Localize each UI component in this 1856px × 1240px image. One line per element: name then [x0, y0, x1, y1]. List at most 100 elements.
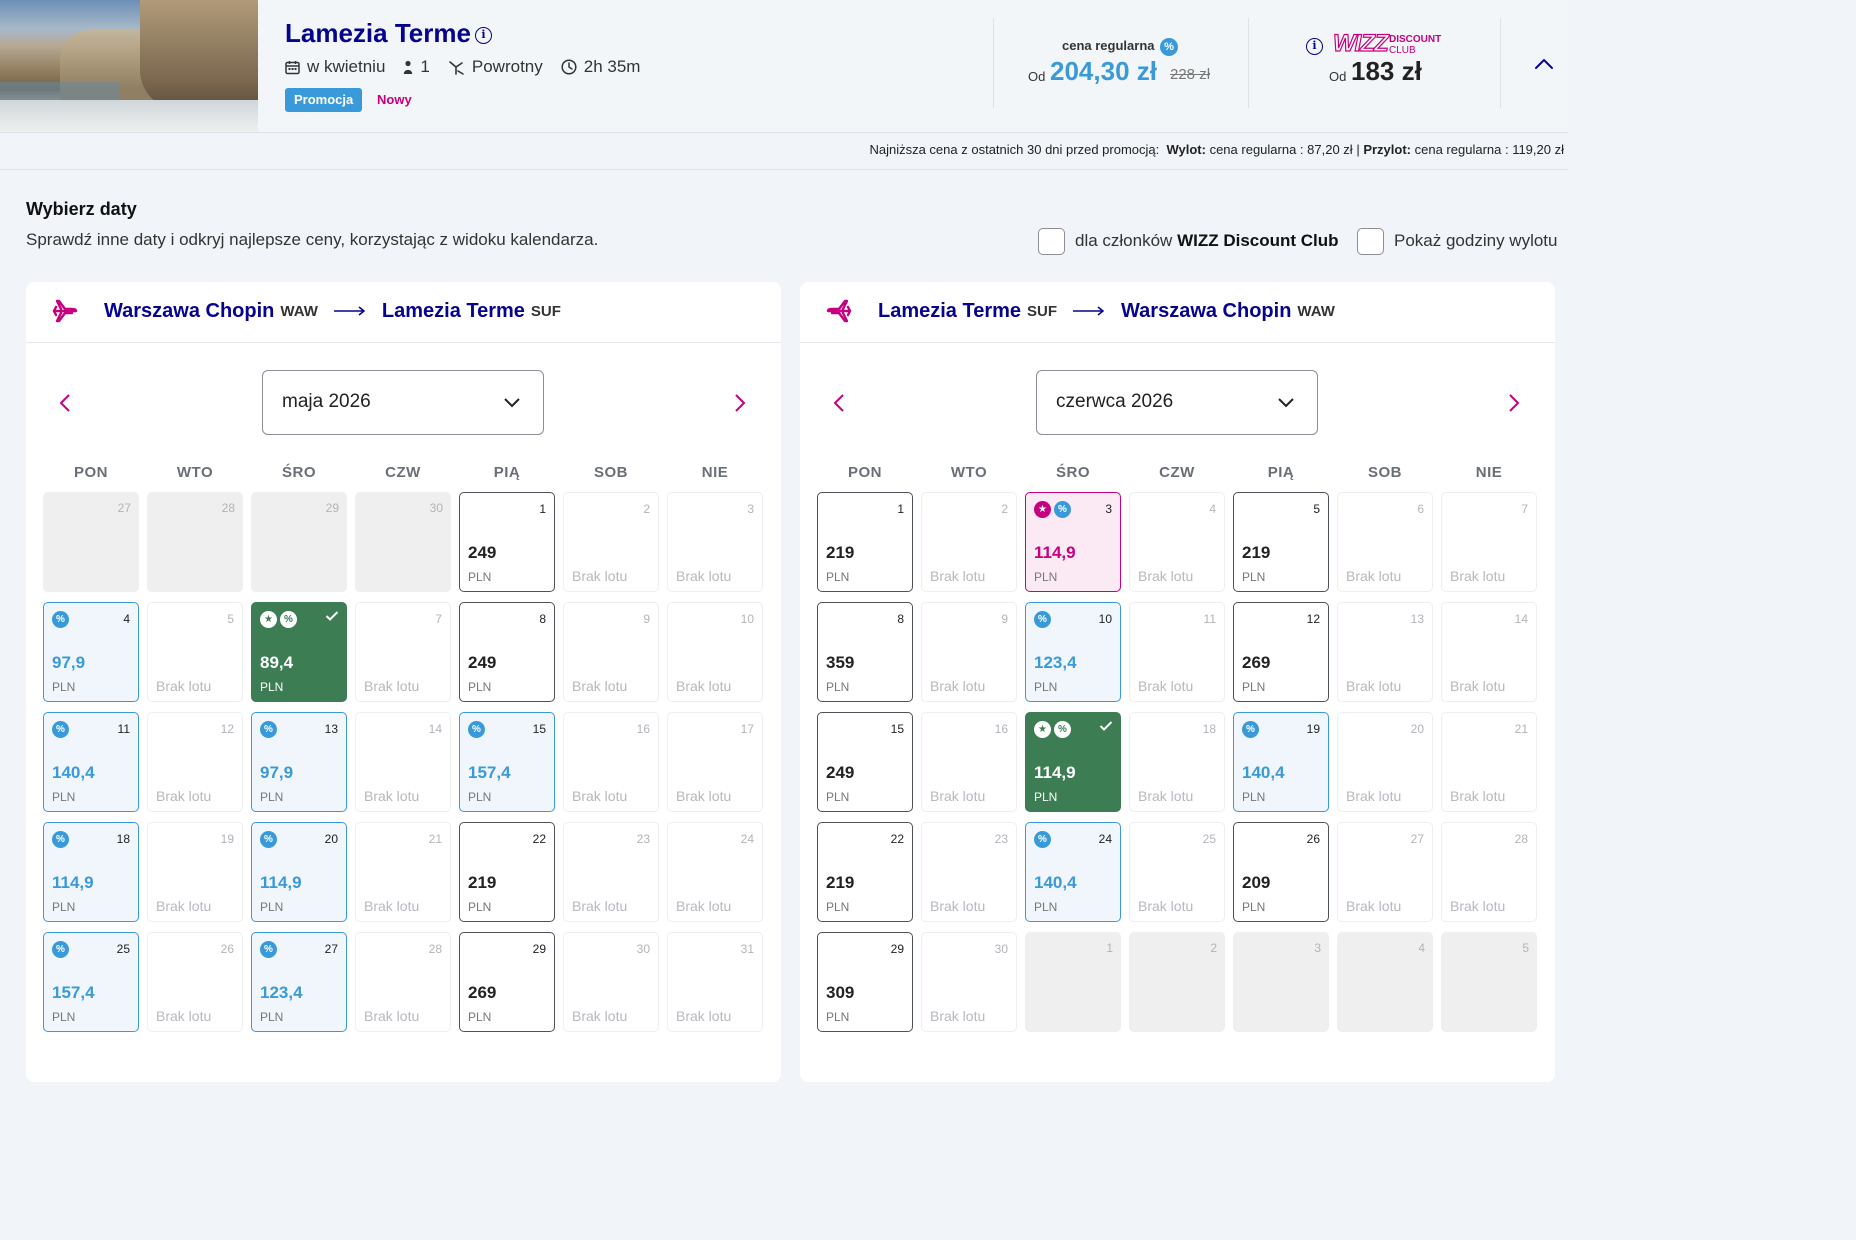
- day-price: 157,4: [468, 763, 511, 782]
- day-number: 2: [1210, 941, 1217, 955]
- route-from: Warszawa Chopin: [104, 299, 275, 322]
- wdc-star-icon: ★: [260, 611, 277, 628]
- day-cell-no-flight: 14 Brak lotu: [1441, 602, 1537, 702]
- day-price: 209: [1242, 873, 1271, 892]
- day-currency: PLN: [826, 900, 850, 914]
- day-cell[interactable]: 20% 114,9 PLN: [251, 822, 347, 922]
- from-label: Od: [1028, 69, 1046, 84]
- day-cell[interactable]: 13% 97,9 PLN: [251, 712, 347, 812]
- day-cell[interactable]: 1 219 PLN: [817, 492, 913, 592]
- weekday-label: ŚRO: [1055, 464, 1090, 481]
- meta-passengers-text: 1: [420, 57, 430, 76]
- day-number: 4: [1209, 502, 1216, 516]
- day-cell[interactable]: 22 219 PLN: [459, 822, 555, 922]
- day-cell[interactable]: 10% 123,4 PLN: [1025, 602, 1121, 702]
- day-currency: PLN: [1242, 570, 1266, 584]
- day-number: 19: [1306, 722, 1320, 736]
- day-number: 5: [1313, 502, 1320, 516]
- day-cell[interactable]: 11% 140,4 PLN: [43, 712, 139, 812]
- day-cell[interactable]: 15 249 PLN: [817, 712, 913, 812]
- day-number: 13: [324, 722, 338, 736]
- info-icon[interactable]: i: [1306, 38, 1323, 55]
- meta-duration-text: 2h 35m: [583, 57, 641, 76]
- day-cell[interactable]: 24% 140,4 PLN: [1025, 822, 1121, 922]
- discount-icon: %: [1054, 501, 1071, 518]
- destination-photo: [0, 0, 258, 132]
- chevron-left-icon[interactable]: [832, 392, 846, 414]
- day-price: 89,4: [260, 653, 294, 672]
- wizz-discount-club-logo: WIZZ DISCOUNT CLUB: [1332, 29, 1442, 57]
- old-price: 228 zł: [1170, 66, 1211, 83]
- weekday-label: NIE: [701, 464, 729, 481]
- weekday-label: SOB: [593, 464, 628, 481]
- day-cell[interactable]: 25% 157,4 PLN: [43, 932, 139, 1032]
- day-cell[interactable]: 18% 114,9 PLN: [43, 822, 139, 922]
- day-price: 309: [826, 983, 855, 1002]
- weekday-label: PON: [73, 464, 108, 481]
- day-cell[interactable]: 8 359 PLN: [817, 602, 913, 702]
- day-cell[interactable]: 29 269 PLN: [459, 932, 555, 1032]
- no-flight-label: Brak lotu: [1450, 678, 1506, 694]
- day-cell[interactable]: 26 209 PLN: [1233, 822, 1329, 922]
- day-cell[interactable]: 4% 97,9 PLN: [43, 602, 139, 702]
- day-cell[interactable]: 27% 123,4 PLN: [251, 932, 347, 1032]
- no-flight-label: Brak lotu: [572, 1008, 628, 1024]
- day-number: 7: [1521, 502, 1528, 516]
- chevron-right-icon[interactable]: [733, 392, 747, 414]
- day-price: 157,4: [52, 983, 95, 1002]
- meta-trip-type-text: Powrotny: [471, 57, 543, 76]
- day-currency: PLN: [260, 790, 284, 804]
- day-cell[interactable]: 15% 157,4 PLN: [459, 712, 555, 812]
- day-number: 5: [227, 612, 234, 626]
- info-icon[interactable]: i: [475, 27, 492, 44]
- day-currency: PLN: [468, 680, 492, 694]
- day-price: 140,4: [1242, 763, 1285, 782]
- day-number: 1: [897, 502, 904, 516]
- chevron-up-icon[interactable]: [1532, 54, 1556, 74]
- no-flight-label: Brak lotu: [364, 678, 420, 694]
- no-flight-label: Brak lotu: [930, 898, 986, 914]
- chevron-left-icon[interactable]: [58, 392, 72, 414]
- day-cell[interactable]: 12 269 PLN: [1233, 602, 1329, 702]
- day-cell-outside: 27: [43, 492, 139, 592]
- day-number: 17: [740, 722, 754, 736]
- day-currency: PLN: [826, 790, 850, 804]
- show-flight-times-checkbox[interactable]: [1357, 228, 1384, 255]
- day-currency: PLN: [1034, 790, 1058, 804]
- day-cell[interactable]: 1 249 PLN: [459, 492, 555, 592]
- day-number: 3: [1314, 941, 1321, 955]
- wdc-members-checkbox[interactable]: [1038, 228, 1065, 255]
- day-cell-no-flight: 17 Brak lotu: [667, 712, 763, 812]
- day-price: 123,4: [260, 983, 303, 1002]
- month-dropdown[interactable]: czerwca 2026: [1036, 370, 1318, 435]
- day-number: 10: [740, 612, 754, 626]
- no-flight-label: Brak lotu: [364, 788, 420, 804]
- day-number: 25: [116, 942, 130, 956]
- no-flight-label: Brak lotu: [930, 678, 986, 694]
- day-cell-no-flight: 18 Brak lotu: [1129, 712, 1225, 812]
- day-cell-no-flight: 28 Brak lotu: [355, 932, 451, 1032]
- person-icon: [404, 60, 413, 74]
- day-cell[interactable]: 19% 140,4 PLN: [1233, 712, 1329, 812]
- chevron-right-icon[interactable]: [1507, 392, 1521, 414]
- day-currency: PLN: [1242, 680, 1266, 694]
- day-currency: PLN: [52, 680, 76, 694]
- day-number: 22: [532, 832, 546, 846]
- route-from-code: SUF: [1027, 302, 1058, 320]
- day-currency: PLN: [468, 790, 492, 804]
- outbound-calendar: Warszawa Chopin WAW Lamezia Terme SUF maja…: [26, 282, 781, 1082]
- no-flight-label: Brak lotu: [676, 678, 732, 694]
- day-cell[interactable]: 8 249 PLN: [459, 602, 555, 702]
- day-cell[interactable]: 3 ★% 114,9 PLN: [1025, 492, 1121, 592]
- day-cell[interactable]: 29 309 PLN: [817, 932, 913, 1032]
- day-price: 219: [1242, 543, 1271, 562]
- no-flight-label: Brak lotu: [572, 788, 628, 804]
- day-cell-no-flight: 20 Brak lotu: [1337, 712, 1433, 812]
- day-cell[interactable]: 22 219 PLN: [817, 822, 913, 922]
- day-number: 14: [428, 722, 442, 736]
- no-flight-label: Brak lotu: [156, 788, 212, 804]
- day-cell[interactable]: 5 219 PLN: [1233, 492, 1329, 592]
- month-dropdown[interactable]: maja 2026: [262, 370, 544, 435]
